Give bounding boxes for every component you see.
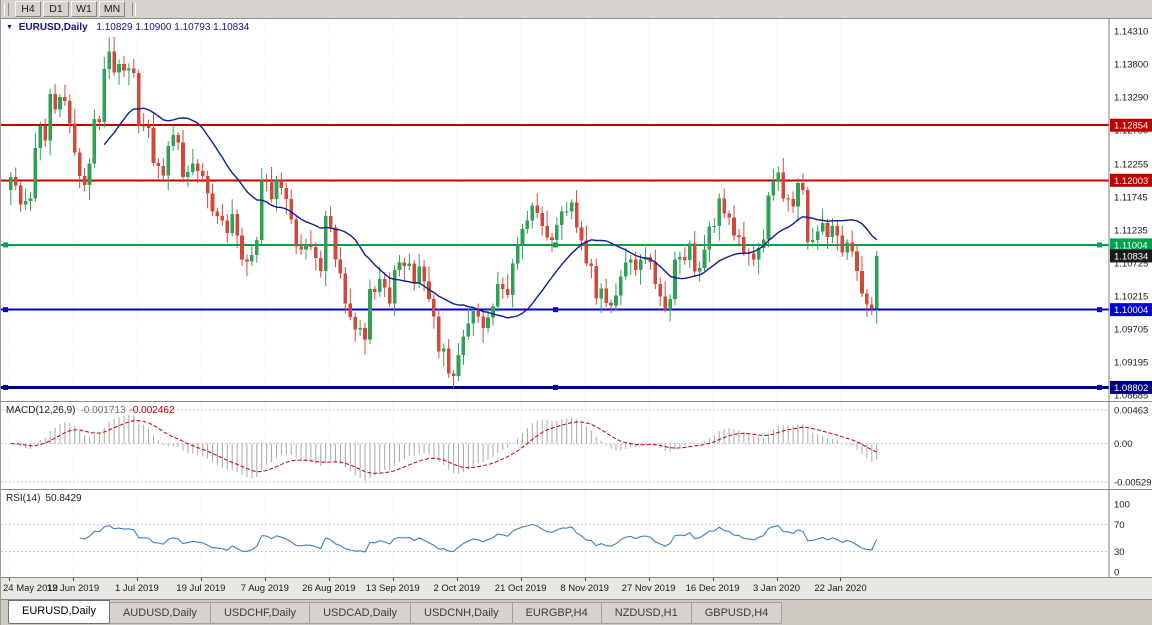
timeframe-button-h4[interactable]: H4 xyxy=(15,1,41,17)
macd-signal-value: -0.002462 xyxy=(129,405,175,416)
chart-tab-audusd[interactable]: AUDUSD,Daily xyxy=(108,602,211,624)
time-axis-tick xyxy=(328,578,330,581)
time-axis-tick xyxy=(776,578,778,581)
price-axis-label: 1.11235 xyxy=(1114,225,1148,236)
rsi-line xyxy=(79,523,878,553)
rsi-axis-label: 100 xyxy=(1114,500,1130,511)
timeframe-button-w1[interactable]: W1 xyxy=(71,1,97,17)
macd-chart[interactable]: 0.00463 0.00 -0.00529 xyxy=(1,402,1152,489)
macd-pane[interactable]: 0.00463 0.00 -0.00529 MACD(12,26,9) -0.0017… xyxy=(1,401,1152,489)
timeframe-toolbar: H4 D1 W1 MN xyxy=(1,0,1152,19)
time-axis-label: 2 Oct 2019 xyxy=(433,583,480,594)
time-axis-tick xyxy=(392,578,394,581)
rsi-header: RSI(14) 50.8429 xyxy=(6,493,82,504)
macd-axis-label: -0.00529 xyxy=(1114,478,1152,489)
time-axis-tick xyxy=(648,578,650,581)
chart-tab-gbpusd[interactable]: GBPUSD,H4 xyxy=(690,602,783,624)
chart-tabs-bar: EURUSD,Daily AUDUSD,Daily USDCHF,Daily USDC… xyxy=(1,599,1152,625)
time-axis-tick xyxy=(456,578,458,581)
time-axis-label: 21 Oct 2019 xyxy=(494,583,547,594)
time-axis-label: 3 Jan 2020 xyxy=(753,583,801,594)
price-tag xyxy=(1110,173,1152,187)
time-axis-tick xyxy=(840,578,842,581)
time-axis-label: 19 Jul 2019 xyxy=(176,583,226,594)
chart-tab-usdcnh[interactable]: USDCNH,Daily xyxy=(410,602,513,624)
chart-ohlc-values: 1.10829 1.10900 1.10793 1.10834 xyxy=(96,22,250,33)
price-tag xyxy=(1110,238,1152,252)
rsi-axis-label: 0 xyxy=(1114,568,1119,578)
price-axis-label: 1.13290 xyxy=(1114,93,1148,104)
time-axis-label: 24 May 2019 xyxy=(3,583,58,594)
time-axis-label: 16 Dec 2019 xyxy=(685,583,740,594)
time-axis-label: 26 Aug 2019 xyxy=(302,583,356,594)
time-axis-label: 27 Nov 2019 xyxy=(621,583,676,594)
macd-label: MACD(12,26,9) xyxy=(6,405,76,416)
chart-tab-usdchf[interactable]: USDCHF,Daily xyxy=(209,602,311,624)
time-axis-label: 13 Sep 2019 xyxy=(365,583,420,594)
price-tag-text: 1.10004 xyxy=(1114,305,1148,316)
price-tag-text: 1.10834 xyxy=(1114,251,1148,262)
price-tag-text: 1.12003 xyxy=(1114,176,1148,187)
price-axis-label: 1.09705 xyxy=(1114,324,1148,335)
chart-symbol-label: EURUSD,Daily xyxy=(18,22,88,33)
chart-menu-icon[interactable]: ▼ xyxy=(6,24,13,31)
time-axis-tick xyxy=(264,578,266,581)
toolbar-separator xyxy=(132,2,136,16)
chart-header: ▼ EURUSD,Daily 1.10829 1.10900 1.10793 1… xyxy=(6,22,249,33)
time-axis-tick xyxy=(520,578,522,581)
price-axis-label: 1.10215 xyxy=(1114,291,1148,302)
time-axis-tick xyxy=(200,578,202,581)
chart-tab-nzdusd[interactable]: NZDUSD,H1 xyxy=(600,602,692,624)
rsi-axis-label: 70 xyxy=(1114,520,1125,531)
price-tag-text: 1.08802 xyxy=(1114,383,1148,394)
timeframe-buttons: H4 D1 W1 MN xyxy=(14,0,126,18)
price-axis-label: 1.11745 xyxy=(1114,192,1148,203)
time-axis-tick xyxy=(9,578,10,581)
price-axis-label: 1.10725 xyxy=(1114,258,1148,269)
macd-histogram xyxy=(15,415,878,481)
macd-header: MACD(12,26,9) -0.001713 -0.002462 xyxy=(6,405,175,416)
price-tag xyxy=(1110,118,1152,132)
candlesticks[interactable] xyxy=(9,36,879,389)
rsi-value: 50.8429 xyxy=(45,493,82,504)
price-tag xyxy=(1110,303,1152,317)
time-axis-label: 1 Jul 2019 xyxy=(114,583,159,594)
price-tag xyxy=(1110,249,1152,263)
time-axis-label: 12 Jun 2019 xyxy=(46,583,100,594)
time-axis-tick xyxy=(136,578,138,581)
rsi-axis-label: 30 xyxy=(1114,547,1125,558)
macd-axis-label: 0.00 xyxy=(1114,439,1133,450)
price-axis-label: 1.09195 xyxy=(1114,357,1148,368)
moving-average-line[interactable] xyxy=(103,107,878,319)
timeframe-button-mn[interactable]: MN xyxy=(99,1,125,17)
price-axis-label: 1.08685 xyxy=(1114,391,1148,402)
chart-tab-eurusd[interactable]: EURUSD,Daily xyxy=(8,600,110,624)
time-axis[interactable]: 24 May 2019 12 Jun 2019 1 Jul 2019 19 Jul 2… xyxy=(1,577,1152,599)
time-axis-label: 8 Nov 2019 xyxy=(560,583,609,594)
toolbar-grip[interactable] xyxy=(4,2,9,16)
macd-axis-label: 0.00463 xyxy=(1114,406,1148,417)
price-tag-text: 1.12854 xyxy=(1114,121,1148,132)
price-axis-label: 1.13800 xyxy=(1114,60,1148,71)
chart-tab-eurgbp[interactable]: EURGBP,H4 xyxy=(511,602,602,624)
timeframe-button-d1[interactable]: D1 xyxy=(43,1,69,17)
time-axis-label: 22 Jan 2020 xyxy=(814,583,867,594)
price-pane[interactable]: 1.143101.138001.132901.127801.122551.117… xyxy=(1,19,1152,401)
time-axis-tick xyxy=(584,578,586,581)
time-axis-label: 7 Aug 2019 xyxy=(240,583,289,594)
price-axis-label: 1.12255 xyxy=(1114,159,1148,170)
price-tag xyxy=(1110,380,1152,394)
price-chart[interactable]: 1.143101.138001.132901.127801.122551.117… xyxy=(1,19,1152,401)
chart-tab-usdcad[interactable]: USDCAD,Daily xyxy=(309,602,412,624)
rsi-pane[interactable]: 100 70 30 0 RSI(14) 50.8429 xyxy=(1,489,1152,577)
rsi-chart[interactable]: 100 70 30 0 xyxy=(1,490,1152,577)
time-axis-tick xyxy=(72,578,74,581)
macd-signal-line xyxy=(10,420,877,474)
rsi-label: RSI(14) xyxy=(6,493,41,504)
macd-main-value: -0.001713 xyxy=(80,405,126,416)
time-axis-tick xyxy=(712,578,714,581)
price-tag-text: 1.11004 xyxy=(1114,240,1148,251)
price-axis-label: 1.14310 xyxy=(1114,27,1148,38)
